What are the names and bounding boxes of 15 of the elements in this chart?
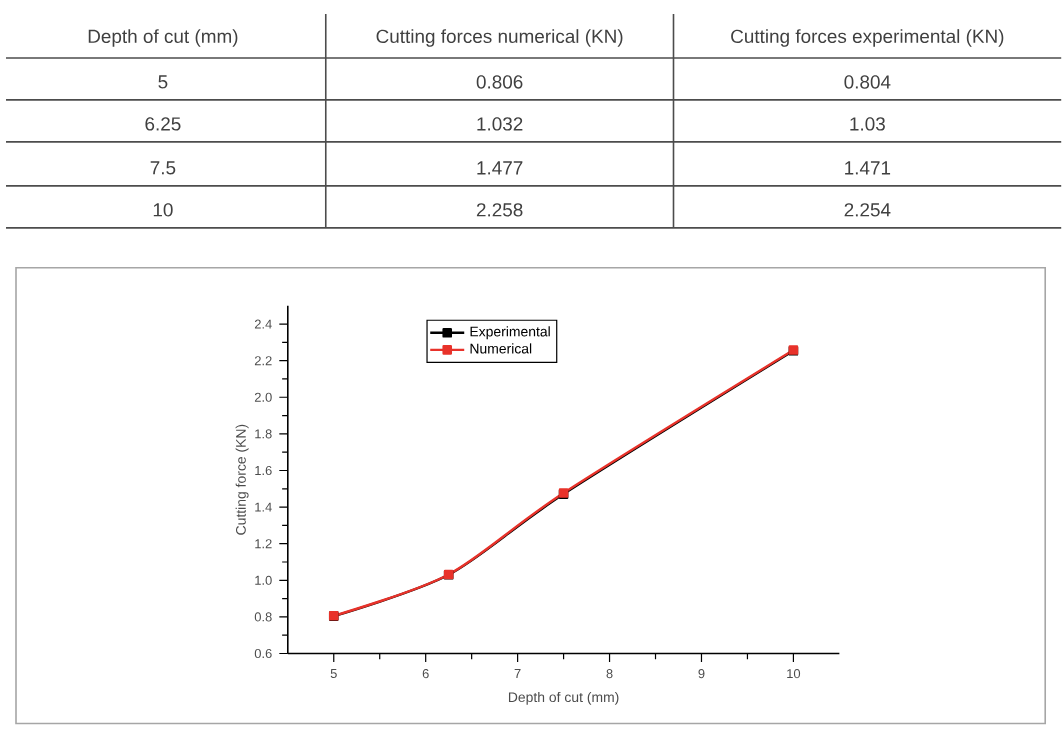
text: 1.477 [477,161,523,175]
text: Depth of cut (mm) [88,29,238,48]
text: 5 [158,75,168,89]
text: 7.5 [150,161,176,175]
text: 2.254 [844,203,891,217]
text: Cutting forces numerical (KN) [376,29,623,48]
text: 10 [153,203,173,217]
text: 1.032 [477,117,523,131]
text: 2.258 [476,203,523,217]
text: 0.806 [476,75,523,89]
text: 6.25 [145,117,181,131]
text: 1.471 [845,161,891,175]
text: Cutting forces experimental (KN) [731,29,1004,48]
text: 1.03 [850,117,885,131]
text: 0.804 [844,75,891,89]
